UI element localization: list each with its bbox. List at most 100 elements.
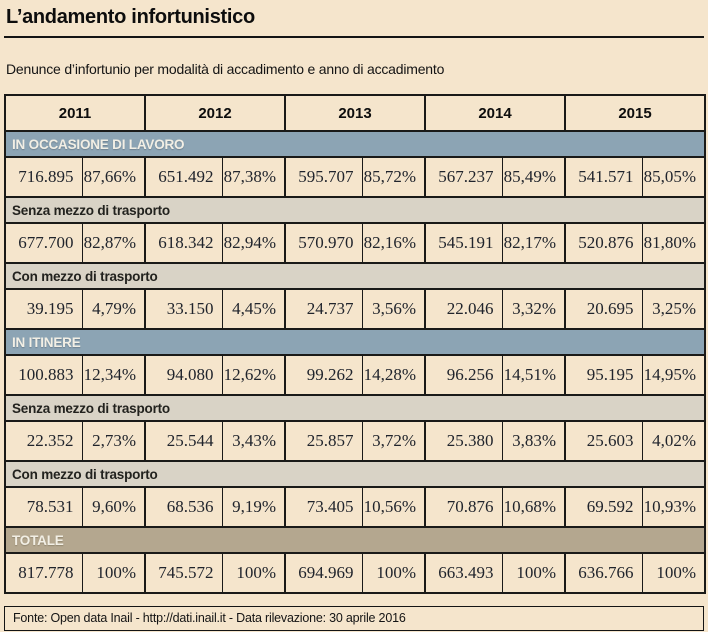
count-cell: 651.492 — [144, 156, 223, 197]
count-cell: 25.380 — [424, 420, 503, 461]
count-cell: 545.191 — [424, 222, 503, 263]
percent-cell: 14,28% — [361, 354, 426, 395]
percent-cell: 3,32% — [501, 288, 566, 329]
count-cell: 39.195 — [4, 288, 82, 329]
count-cell: 694.969 — [284, 552, 363, 593]
count-cell: 22.352 — [4, 420, 82, 461]
table-row: 677.700 82,87% 618.342 82,94% 570.970 82… — [4, 222, 706, 263]
percent-cell: 14,95% — [641, 354, 706, 395]
percent-cell: 3,43% — [221, 420, 286, 461]
subsection-band-label: Senza mezzo di trasporto — [5, 196, 706, 223]
percent-cell: 87,66% — [81, 156, 146, 197]
accidents-table: 2011 2012 2013 2014 2015 IN OCCASIONE DI… — [3, 94, 707, 594]
percent-cell: 85,72% — [361, 156, 426, 197]
count-cell: 99.262 — [284, 354, 363, 395]
percent-cell: 100% — [501, 552, 566, 593]
count-cell: 78.531 — [4, 486, 82, 527]
percent-cell: 82,87% — [81, 222, 146, 263]
percent-cell: 2,73% — [81, 420, 146, 461]
count-cell: 570.970 — [284, 222, 363, 263]
count-cell: 25.857 — [284, 420, 363, 461]
page-subtitle: Denunce d’infortunio per modalità di acc… — [6, 61, 445, 77]
count-cell: 567.237 — [424, 156, 503, 197]
count-cell: 95.195 — [564, 354, 643, 395]
percent-cell: 3,25% — [641, 288, 706, 329]
percent-cell: 4,45% — [221, 288, 286, 329]
percent-cell: 81,80% — [641, 222, 706, 263]
section-band-in-itinere: IN ITINERE — [5, 328, 706, 355]
percent-cell: 85,05% — [641, 156, 706, 197]
count-cell: 677.700 — [4, 222, 82, 263]
count-cell: 636.766 — [564, 552, 643, 593]
subsection-band-label: Con mezzo di trasporto — [5, 262, 706, 289]
count-cell: 618.342 — [144, 222, 223, 263]
subsection-band-label: Senza mezzo di trasporto — [5, 394, 706, 421]
count-cell: 100.883 — [4, 354, 82, 395]
subsection-band-senza-mezzo: Senza mezzo di trasporto — [5, 196, 706, 223]
count-cell: 22.046 — [424, 288, 503, 329]
percent-cell: 82,17% — [501, 222, 566, 263]
table-row: 716.895 87,66% 651.492 87,38% 595.707 85… — [4, 156, 706, 197]
percent-cell: 82,16% — [361, 222, 426, 263]
count-cell: 25.603 — [564, 420, 643, 461]
percent-cell: 3,83% — [501, 420, 566, 461]
count-cell: 33.150 — [144, 288, 223, 329]
count-cell: 595.707 — [284, 156, 363, 197]
percent-cell: 3,72% — [361, 420, 426, 461]
year-header-2014: 2014 — [424, 95, 566, 132]
table-row: 22.352 2,73% 25.544 3,43% 25.857 3,72% 2… — [4, 420, 706, 461]
count-cell: 20.695 — [564, 288, 643, 329]
percent-cell: 9,19% — [221, 486, 286, 527]
percent-cell: 100% — [221, 552, 286, 593]
source-note: Fonte: Open data Inail - http://dati.ina… — [4, 606, 704, 631]
percent-cell: 12,34% — [81, 354, 146, 395]
count-cell: 25.544 — [144, 420, 223, 461]
count-cell: 745.572 — [144, 552, 223, 593]
percent-cell: 85,49% — [501, 156, 566, 197]
table-row: 39.195 4,79% 33.150 4,45% 24.737 3,56% 2… — [4, 288, 706, 329]
percent-cell: 100% — [81, 552, 146, 593]
title-divider — [4, 36, 704, 38]
table-row-totals: 817.778 100% 745.572 100% 694.969 100% 6… — [4, 552, 706, 593]
count-cell: 70.876 — [424, 486, 503, 527]
count-cell: 94.080 — [144, 354, 223, 395]
percent-cell: 14,51% — [501, 354, 566, 395]
count-cell: 541.571 — [564, 156, 643, 197]
subsection-band-senza-mezzo: Senza mezzo di trasporto — [5, 394, 706, 421]
subsection-band-con-mezzo: Con mezzo di trasporto — [5, 262, 706, 289]
section-band-label: IN ITINERE — [5, 328, 706, 355]
count-cell: 68.536 — [144, 486, 223, 527]
subsection-band-label: Con mezzo di trasporto — [5, 460, 706, 487]
section-band-label: TOTALE — [5, 526, 706, 553]
percent-cell: 10,68% — [501, 486, 566, 527]
percent-cell: 100% — [641, 552, 706, 593]
year-header-2011: 2011 — [3, 95, 146, 132]
count-cell: 663.493 — [424, 552, 503, 593]
percent-cell: 10,56% — [361, 486, 426, 527]
year-header-row: 2011 2012 2013 2014 2015 — [3, 95, 706, 132]
year-header-2013: 2013 — [284, 95, 426, 132]
percent-cell: 12,62% — [221, 354, 286, 395]
percent-cell: 10,93% — [641, 486, 706, 527]
count-cell: 716.895 — [4, 156, 82, 197]
count-cell: 817.778 — [4, 552, 82, 593]
year-header-2015: 2015 — [564, 95, 706, 132]
table-row: 100.883 12,34% 94.080 12,62% 99.262 14,2… — [4, 354, 706, 395]
count-cell: 73.405 — [284, 486, 363, 527]
percent-cell: 100% — [361, 552, 426, 593]
year-header-2012: 2012 — [144, 95, 286, 132]
percent-cell: 87,38% — [221, 156, 286, 197]
section-band-totale: TOTALE — [5, 526, 706, 553]
percent-cell: 82,94% — [221, 222, 286, 263]
percent-cell: 9,60% — [81, 486, 146, 527]
page-title: L’andamento infortunistico — [6, 6, 255, 28]
subsection-band-con-mezzo: Con mezzo di trasporto — [5, 460, 706, 487]
percent-cell: 4,02% — [641, 420, 706, 461]
count-cell: 24.737 — [284, 288, 363, 329]
count-cell: 96.256 — [424, 354, 503, 395]
count-cell: 520.876 — [564, 222, 643, 263]
table-row: 78.531 9,60% 68.536 9,19% 73.405 10,56% … — [4, 486, 706, 527]
count-cell: 69.592 — [564, 486, 643, 527]
section-band-in-occasione-di-lavoro: IN OCCASIONE DI LAVORO — [5, 130, 706, 157]
